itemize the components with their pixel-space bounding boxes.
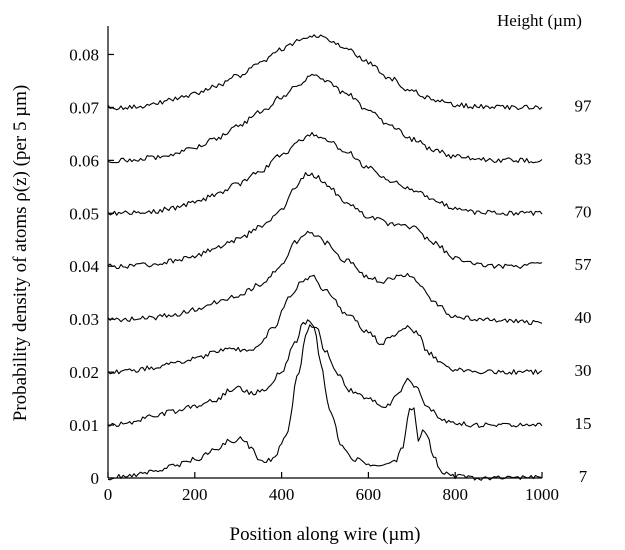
y-tick-label: 0.03 [69, 310, 99, 329]
height-column-title: Height (µm) [497, 11, 582, 30]
series-line-40 [107, 230, 543, 326]
height-label-97: 97 [575, 96, 593, 115]
x-tick-label: 1000 [525, 485, 559, 504]
y-tick-label: 0.05 [69, 204, 99, 223]
y-tick-label: 0.01 [69, 416, 99, 435]
x-tick-label: 600 [356, 485, 382, 504]
height-label-57: 57 [575, 255, 593, 274]
height-label-7: 7 [579, 467, 588, 486]
height-label-15: 15 [575, 414, 592, 433]
series-line-15 [107, 319, 543, 428]
series-line-57 [107, 172, 543, 270]
height-label-30: 30 [575, 361, 592, 380]
height-label-83: 83 [575, 149, 592, 168]
x-tick-label: 0 [104, 485, 113, 504]
height-label-40: 40 [575, 308, 592, 327]
x-tick-label: 200 [182, 485, 208, 504]
series-lines [107, 34, 543, 481]
chart-axes [107, 26, 542, 479]
series-line-30 [107, 274, 543, 375]
y-tick-label: 0.02 [69, 363, 99, 382]
y-axis-title: Probability density of atoms ρ(z) (per 5… [10, 85, 31, 422]
x-tick-label: 400 [269, 485, 295, 504]
series-line-83 [107, 73, 543, 164]
y-axis-ticks: 0 0.01 0.02 0.03 0.04 0.05 0.06 0.07 0.08 [69, 45, 114, 488]
x-axis-ticks: 0 200 400 600 800 1000 [104, 472, 559, 504]
height-label-70: 70 [575, 202, 592, 221]
series-line-7 [107, 324, 543, 481]
y-tick-label: 0.04 [69, 257, 99, 276]
height-labels: 97 83 70 57 40 30 15 7 [575, 96, 593, 486]
y-tick-label: 0.08 [69, 45, 99, 64]
x-tick-label: 800 [442, 485, 468, 504]
y-tick-label: 0 [91, 469, 100, 488]
x-axis-title: Position along wire (µm) [230, 524, 421, 545]
series-line-97 [107, 34, 543, 111]
y-tick-label: 0.06 [69, 151, 99, 170]
y-tick-label: 0.07 [69, 98, 99, 117]
series-line-70 [107, 131, 543, 216]
